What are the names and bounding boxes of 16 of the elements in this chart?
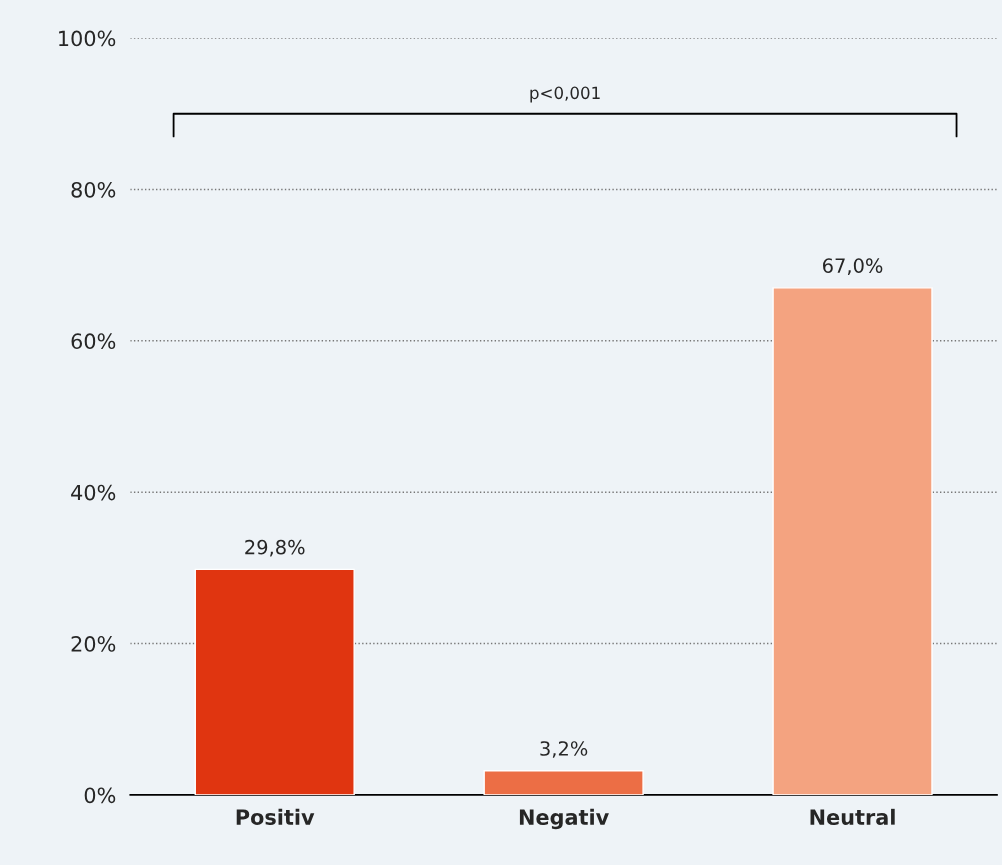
data-label: 29,8% xyxy=(245,539,305,557)
y-tick-label: 80% xyxy=(71,181,116,198)
y-tick-label: 0% xyxy=(84,787,116,804)
x-tick-label: Positiv xyxy=(236,808,315,825)
bar xyxy=(194,568,355,795)
y-tick-label: 60% xyxy=(71,333,116,350)
bar xyxy=(772,287,933,795)
bar xyxy=(483,770,644,795)
annotation: p<0,001 xyxy=(530,86,600,103)
y-tick-label: 40% xyxy=(71,484,116,501)
y-tick-label: 20% xyxy=(71,636,116,652)
data-label: 67,0% xyxy=(823,258,883,275)
x-tick-label: Neutral xyxy=(810,808,895,825)
x-tick-label: Negativ xyxy=(519,808,609,830)
data-label: 3,2% xyxy=(540,741,588,758)
y-tick-label: 100% xyxy=(59,30,116,47)
